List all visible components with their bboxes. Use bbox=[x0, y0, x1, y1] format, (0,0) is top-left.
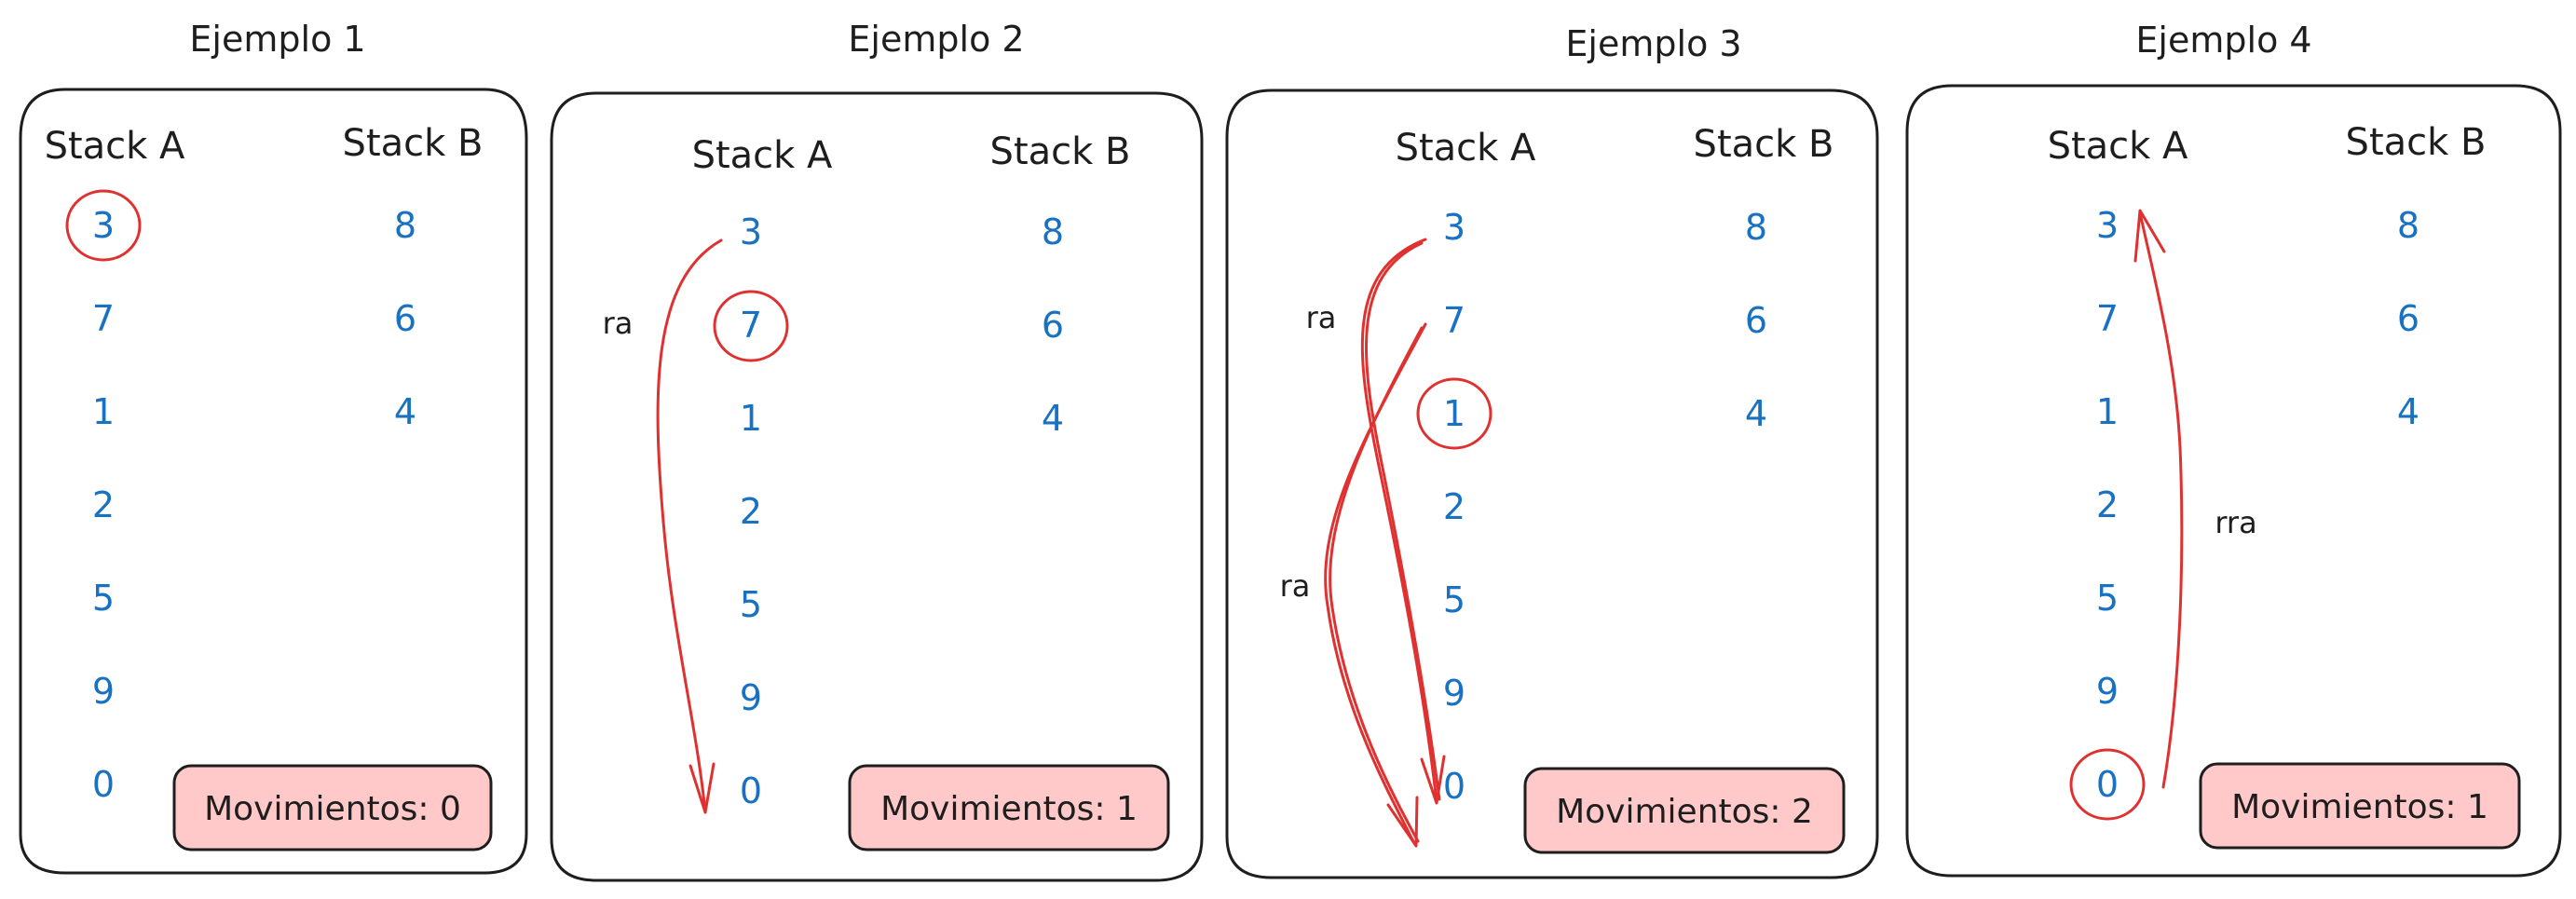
example-2-panel bbox=[550, 91, 1204, 882]
example-4-stack-a-item: 5 bbox=[2096, 578, 2119, 619]
example-4-moves-label: Movimientos: 1 bbox=[2231, 788, 2488, 826]
example-4-stack-a-item: 1 bbox=[2096, 391, 2119, 432]
example-2-op-label: ra bbox=[603, 306, 634, 341]
example-2-ra-arrow bbox=[656, 238, 723, 814]
example-4-rra-arrowhead bbox=[2133, 209, 2166, 263]
example-1-panel bbox=[19, 88, 528, 875]
example-2-stack-b-item: 8 bbox=[1042, 211, 1064, 252]
example-2: Ejemplo 2 Stack A Stack B 3 7 1 2 5 9 0 … bbox=[550, 19, 1204, 882]
example-3-stack-a-item: 9 bbox=[1443, 673, 1465, 714]
example-3-panel bbox=[1225, 89, 1879, 879]
example-4-stack-a-item: 3 bbox=[2096, 205, 2119, 246]
example-2-highlight-circle bbox=[713, 290, 789, 362]
example-1-stack-a-item: 7 bbox=[92, 298, 115, 339]
example-1-stack-b-header: Stack B bbox=[343, 122, 484, 165]
example-3-stack-a-item: 7 bbox=[1443, 300, 1465, 341]
example-3-stack-a-header: Stack A bbox=[1396, 127, 1536, 170]
example-1-stack-a-item: 5 bbox=[92, 578, 115, 619]
example-2-stack-a-item: 9 bbox=[740, 677, 762, 718]
example-1-stack-a-header: Stack A bbox=[45, 125, 185, 168]
example-3-stack-a-item: 1 bbox=[1443, 393, 1465, 434]
example-3-ra-arrow-1b bbox=[1365, 241, 1441, 801]
example-1-moves-label: Movimientos: 0 bbox=[204, 790, 461, 828]
example-3-ra-arrowhead-2 bbox=[1386, 796, 1419, 848]
example-2-ra-arrowhead bbox=[688, 762, 716, 814]
example-2-moves-label: Movimientos: 1 bbox=[880, 790, 1138, 828]
example-3-stack-b-header: Stack B bbox=[1694, 123, 1834, 166]
example-4-stack-a-item: 2 bbox=[2096, 484, 2119, 525]
example-1-stack-a-item: 2 bbox=[92, 484, 115, 525]
example-1-highlight-circle bbox=[65, 189, 142, 262]
example-3-ra-arrow-1 bbox=[1360, 238, 1438, 803]
example-4-panel bbox=[1905, 84, 2562, 878]
example-2-stack-b-header: Stack B bbox=[990, 130, 1131, 173]
example-4-stack-a-header: Stack A bbox=[2048, 125, 2188, 168]
example-2-stack-b-item: 6 bbox=[1042, 305, 1064, 346]
example-1-stack-a-item: 9 bbox=[92, 671, 115, 712]
example-3-moves-box bbox=[1523, 767, 1846, 854]
example-3-stack-a-item: 0 bbox=[1443, 766, 1465, 807]
example-4-title: Ejemplo 4 bbox=[2135, 20, 2311, 61]
example-1-stack-b-item: 6 bbox=[394, 298, 416, 339]
example-4-stack-a-item: 7 bbox=[2096, 298, 2119, 339]
example-4-op-label: rra bbox=[2215, 505, 2256, 540]
example-3-op-label-1: ra bbox=[1306, 300, 1337, 335]
example-3-ra-arrowhead-1 bbox=[1420, 755, 1446, 805]
example-3-title: Ejemplo 3 bbox=[1565, 23, 1741, 64]
example-2-moves-box bbox=[848, 764, 1170, 851]
example-3: Ejemplo 3 Stack A Stack B 3 7 1 2 5 9 0 … bbox=[1225, 23, 1879, 879]
example-3-stack-a-item: 2 bbox=[1443, 486, 1465, 527]
example-3-op-label-2: ra bbox=[1280, 568, 1311, 604]
example-1-stack-b-item: 8 bbox=[394, 205, 416, 246]
example-1-title: Ejemplo 1 bbox=[189, 19, 365, 60]
example-4-stack-a-item: 0 bbox=[2096, 764, 2119, 805]
example-1-stack-a-item: 1 bbox=[92, 391, 115, 432]
example-4-stack-b-header: Stack B bbox=[2346, 121, 2487, 164]
example-2-stack-a-item: 5 bbox=[740, 584, 762, 625]
example-4-stack-b-item: 8 bbox=[2397, 205, 2419, 246]
example-3-stack-a-item: 5 bbox=[1443, 579, 1465, 620]
example-2-stack-a-item: 2 bbox=[740, 491, 762, 532]
example-3-ra-arrow-2b bbox=[1329, 326, 1424, 843]
example-3-moves-label: Movimientos: 2 bbox=[1556, 793, 1813, 831]
example-2-stack-a-item: 3 bbox=[740, 211, 762, 252]
example-4-stack-b-item: 6 bbox=[2397, 298, 2419, 339]
example-1: Ejemplo 1 Stack A Stack B 3 7 1 2 5 9 0 … bbox=[19, 19, 528, 875]
example-2-stack-a-item: 0 bbox=[740, 770, 762, 811]
example-1-moves-box bbox=[172, 764, 493, 851]
example-4-stack-a-item: 9 bbox=[2096, 671, 2119, 712]
example-1-stack-b-item: 4 bbox=[394, 391, 416, 432]
example-3-stack-b-item: 6 bbox=[1745, 300, 1767, 341]
example-2-stack-a-item: 7 bbox=[740, 305, 762, 346]
example-1-stack-a-item: 0 bbox=[92, 764, 115, 805]
example-3-stack-b-item: 8 bbox=[1745, 207, 1767, 248]
example-2-title: Ejemplo 2 bbox=[848, 19, 1024, 60]
example-4-highlight-circle bbox=[2069, 748, 2146, 821]
example-4-stack-b-item: 4 bbox=[2397, 391, 2419, 432]
example-2-stack-b-item: 4 bbox=[1042, 398, 1064, 439]
example-4-rra-arrow bbox=[2138, 211, 2184, 789]
example-3-stack-b-item: 4 bbox=[1745, 393, 1767, 434]
example-2-stack-a-header: Stack A bbox=[692, 134, 833, 177]
example-2-stack-a-item: 1 bbox=[740, 398, 762, 439]
example-3-highlight-circle bbox=[1416, 377, 1492, 450]
example-1-stack-a-item: 3 bbox=[92, 205, 115, 246]
example-4-moves-box bbox=[2199, 762, 2521, 850]
example-3-stack-a-item: 3 bbox=[1443, 207, 1465, 248]
example-3-ra-arrow-2 bbox=[1324, 322, 1427, 845]
example-4: Ejemplo 4 Stack A Stack B 3 7 1 2 5 9 0 … bbox=[1905, 20, 2562, 878]
